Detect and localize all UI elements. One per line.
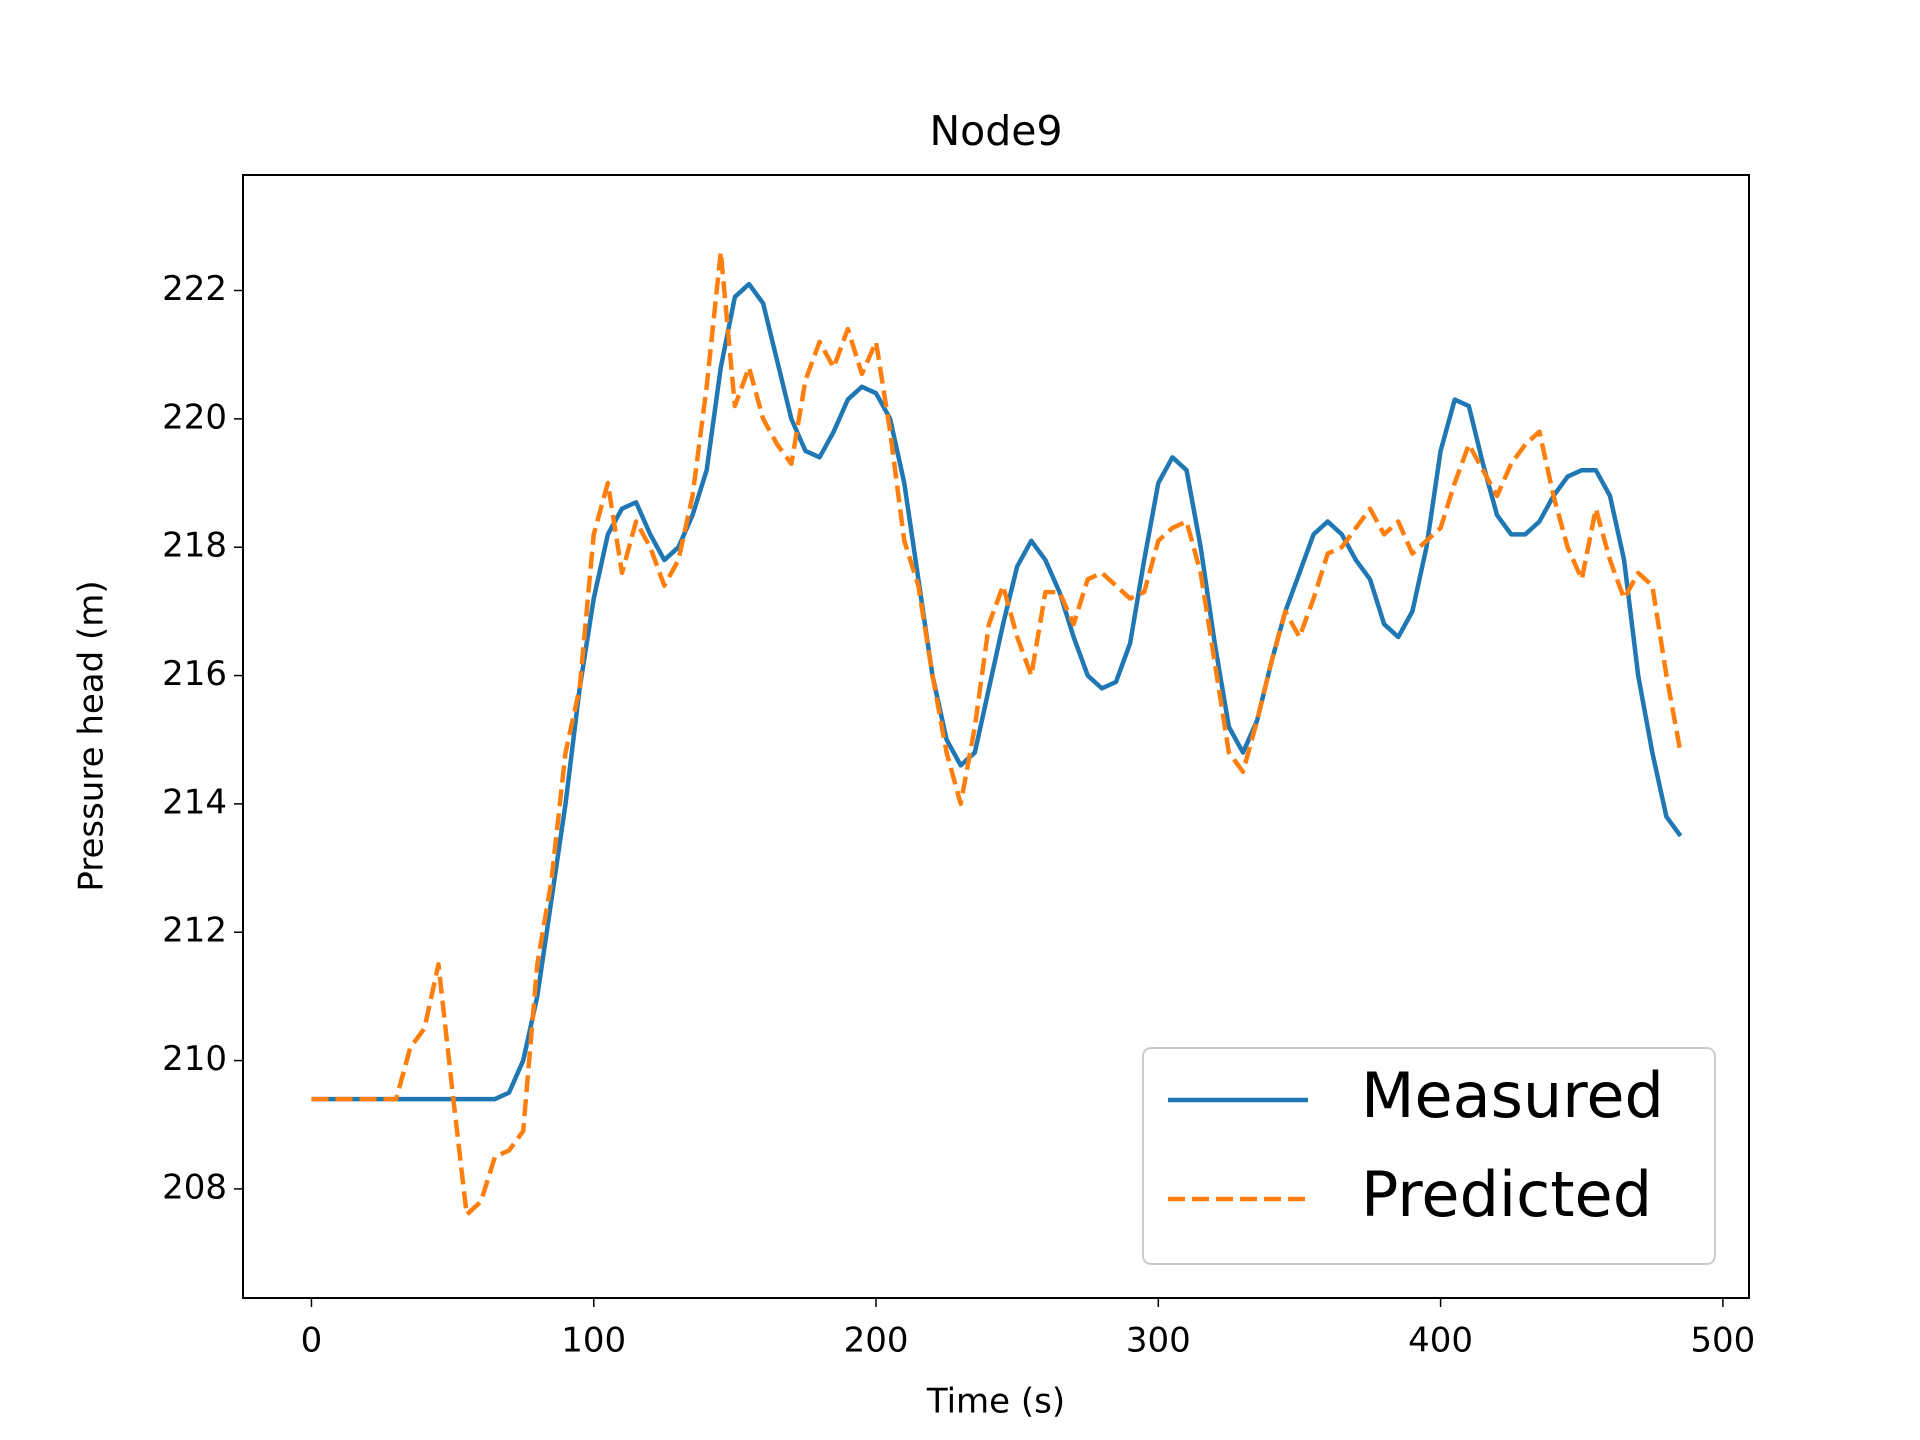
- y-tick-label: 222: [162, 269, 227, 309]
- y-axis-label: Pressure head (m): [72, 580, 112, 891]
- x-tick-label: 200: [844, 1321, 909, 1361]
- x-tick-label: 100: [561, 1321, 626, 1361]
- y-tick-label: 214: [162, 782, 227, 822]
- x-tick-label: 400: [1408, 1321, 1473, 1361]
- x-tick-label: 300: [1126, 1321, 1191, 1361]
- legend-label: Measured: [1361, 1059, 1664, 1132]
- x-tick-label: 0: [301, 1321, 323, 1361]
- chart-title: Node9: [929, 107, 1062, 155]
- y-tick-label: 216: [162, 654, 227, 694]
- x-axis-label: Time (s): [926, 1382, 1065, 1422]
- x-tick-label: 500: [1690, 1321, 1755, 1361]
- y-tick-label: 208: [162, 1167, 227, 1207]
- legend-label: Predicted: [1361, 1158, 1652, 1231]
- plot-frame: [242, 174, 1750, 1299]
- y-tick-label: 220: [162, 397, 227, 437]
- y-tick-label: 218: [162, 526, 227, 566]
- series-line: [311, 281, 1683, 1102]
- y-tick-label: 212: [162, 911, 227, 951]
- y-tick-label: 210: [162, 1039, 227, 1079]
